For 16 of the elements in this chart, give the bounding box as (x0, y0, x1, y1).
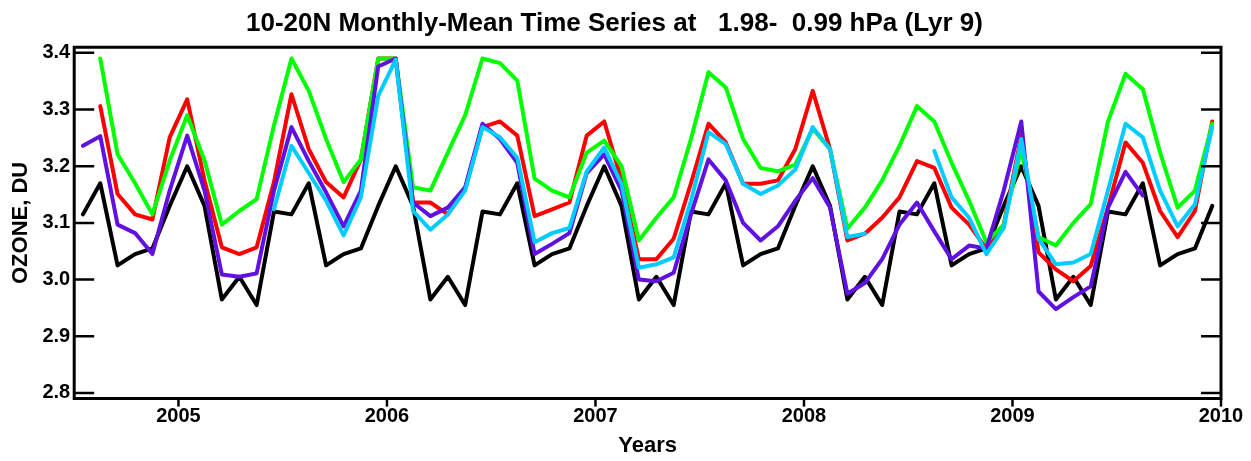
y-axis-title: OZONE, DU (7, 161, 33, 285)
y-tick-label: 3.2 (42, 153, 71, 176)
y-tick-label: 3.4 (42, 40, 72, 63)
x-tick-label: 2005 (156, 404, 201, 427)
x-tick-label: 2008 (781, 404, 827, 427)
y-tick-label: 2.8 (42, 380, 71, 403)
y-tick-label: 3.0 (42, 267, 71, 290)
x-tick-label: 2009 (990, 404, 1035, 427)
x-tick-label: 2010 (1198, 404, 1244, 427)
x-tick-label: 2007 (573, 404, 618, 427)
y-tick-label: 3.1 (42, 210, 71, 233)
y-tick-label: 3.3 (42, 97, 71, 120)
y-tick-label: 2.9 (42, 323, 71, 346)
x-axis-title: Years (618, 431, 677, 457)
x-tick-label: 2006 (364, 404, 410, 427)
chart-title: 10-20N Monthly-Mean Time Series at 1.98- 0.99 hPa (Lyr 9) (246, 6, 983, 37)
